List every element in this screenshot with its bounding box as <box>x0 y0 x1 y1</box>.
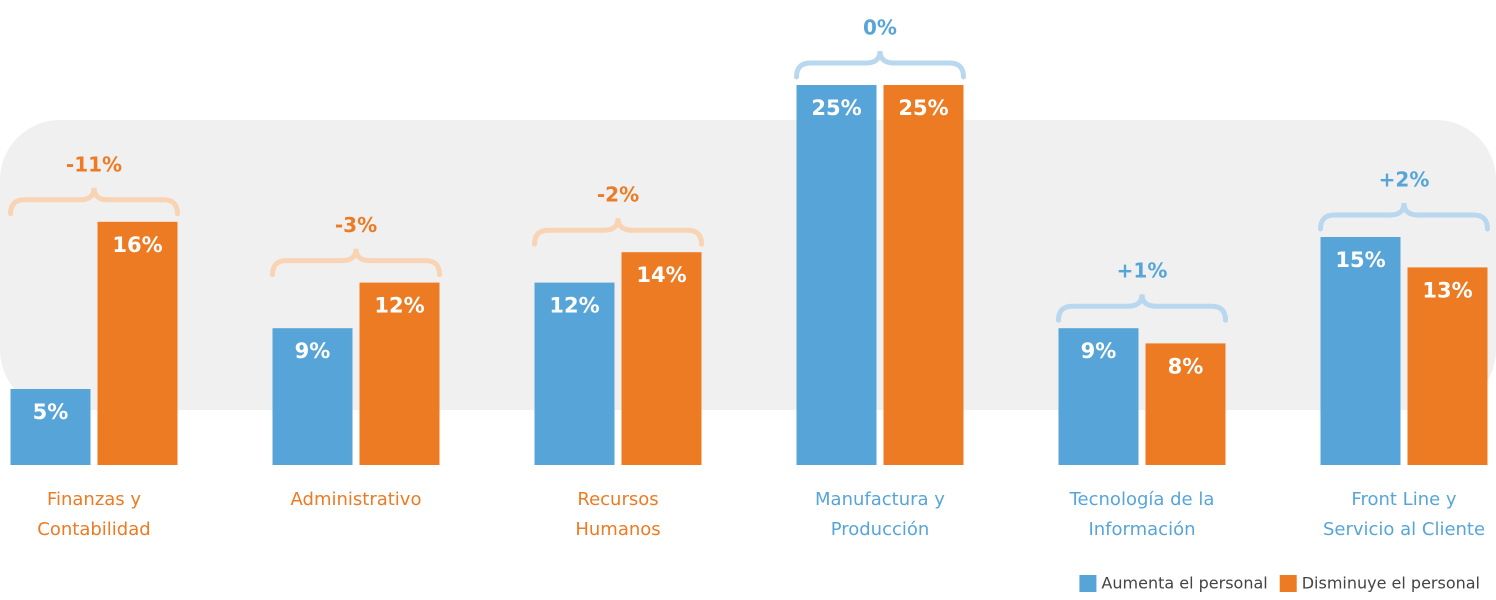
chart: 5% 16% -11% Finanzas y Contabilidad 9% 12% -3% A… <box>0 0 1496 596</box>
difference-label: +1% <box>1117 259 1168 283</box>
category-label: Contabilidad <box>37 519 150 540</box>
value-label: 9% <box>1081 339 1117 363</box>
category-label: Manufactura y <box>815 489 945 510</box>
value-label: 14% <box>636 263 686 287</box>
value-label: 9% <box>295 339 331 363</box>
difference-label: -3% <box>335 213 377 237</box>
category-label: Front Line y <box>1351 489 1456 510</box>
value-label: 16% <box>112 233 162 257</box>
bracket <box>797 51 964 77</box>
category-label: Servicio al Cliente <box>1323 519 1485 540</box>
legend-swatch <box>1280 575 1297 592</box>
value-label: 15% <box>1335 248 1385 272</box>
difference-label: -2% <box>597 183 639 207</box>
difference-label: -11% <box>66 152 122 176</box>
background-crowd <box>0 120 1496 410</box>
value-label: 13% <box>1422 278 1472 302</box>
legend-label: Disminuye el personal <box>1302 574 1480 593</box>
page: 5% 16% -11% Finanzas y Contabilidad 9% 12% -3% A… <box>0 0 1496 600</box>
legend-label: Aumenta el personal <box>1101 574 1267 593</box>
category-label: Administrativo <box>291 489 422 510</box>
legend-swatch <box>1079 575 1096 592</box>
value-label: 12% <box>549 294 599 318</box>
category-label: Recursos <box>577 489 658 510</box>
category-label: Información <box>1088 519 1195 540</box>
value-label: 25% <box>811 96 861 120</box>
category-label: Tecnología de la <box>1069 489 1215 510</box>
category-label: Humanos <box>575 519 660 540</box>
value-label: 25% <box>898 96 948 120</box>
bar <box>884 85 964 465</box>
difference-label: +2% <box>1379 168 1430 192</box>
bar <box>98 222 178 465</box>
value-label: 8% <box>1168 354 1204 378</box>
value-label: 12% <box>374 294 424 318</box>
category-label: Finanzas y <box>47 489 141 510</box>
difference-label: 0% <box>863 16 897 40</box>
category-label: Producción <box>831 519 930 540</box>
value-label: 5% <box>33 400 69 424</box>
bar <box>797 85 877 465</box>
